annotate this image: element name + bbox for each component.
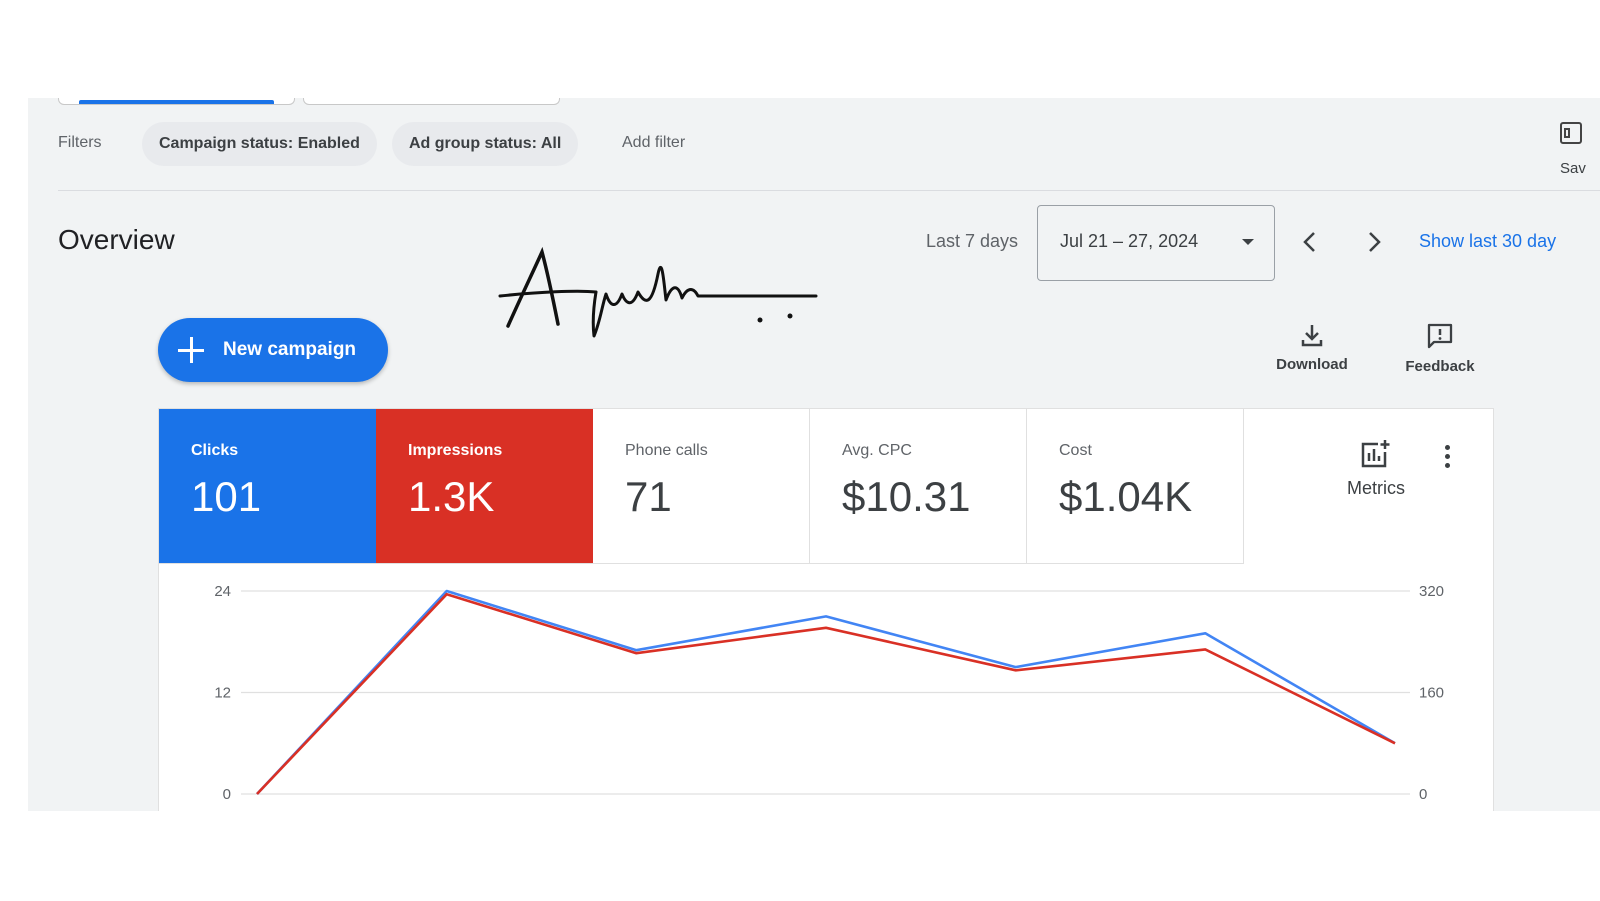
scorecard-value: $10.31 xyxy=(842,473,971,520)
scorecard-name: Clicks xyxy=(191,442,239,459)
series-line-clicks xyxy=(256,589,1396,795)
date-range-select[interactable]: Jul 21 – 27, 2024 xyxy=(1037,205,1275,281)
scorecard-value: 101 xyxy=(191,473,262,520)
handwritten-signature xyxy=(498,246,818,338)
scorecard-name: Impressions xyxy=(408,442,503,459)
filters-label: Filters xyxy=(58,134,102,151)
inactive-tab-stub[interactable] xyxy=(303,98,560,105)
scorecard-phone-calls[interactable]: Phone calls 71 xyxy=(593,409,810,564)
performance-line-chart: 24 12 0 320 160 0 xyxy=(214,583,1444,803)
scorecard-cost[interactable]: Cost $1.04K xyxy=(1027,409,1244,564)
ads-overview-page: Filters Campaign status: Enabled Ad grou… xyxy=(28,98,1600,811)
y-left-tick-label: 12 xyxy=(214,685,231,702)
scorecard-impressions[interactable]: Impressions 1.3K xyxy=(376,409,593,564)
page-title: Overview xyxy=(58,224,175,255)
more-options-icon[interactable] xyxy=(1443,445,1451,473)
dropdown-arrow-icon xyxy=(1242,239,1254,245)
scorecard-value: 71 xyxy=(625,473,672,520)
active-tab-stub[interactable] xyxy=(58,98,295,105)
date-range-value: Jul 21 – 27, 2024 xyxy=(1060,231,1199,251)
scorecard-name: Phone calls xyxy=(625,442,708,459)
y-left-tick-label: 24 xyxy=(214,583,231,600)
y-right-tick-label: 0 xyxy=(1419,786,1427,803)
y-right-tick-label: 160 xyxy=(1419,685,1444,702)
add-filter-button[interactable]: Add filter xyxy=(622,134,686,151)
feedback-label: Feedback xyxy=(1405,358,1475,375)
scorecard-avg-cpc[interactable]: Avg. CPC $10.31 xyxy=(810,409,1027,564)
divider xyxy=(58,190,1600,191)
show-last-30-days-link[interactable]: Show last 30 day xyxy=(1419,231,1557,251)
metrics-label: Metrics xyxy=(1347,478,1405,498)
chevron-left-icon[interactable] xyxy=(1296,228,1324,256)
performance-card: Clicks 101 Impressions 1.3K Phone calls … xyxy=(158,408,1494,811)
scorecard-value: 1.3K xyxy=(408,473,495,520)
download-label: Download xyxy=(1276,356,1348,373)
download-icon xyxy=(1301,325,1323,347)
series-line-impressions xyxy=(256,592,1396,795)
scorecard-value: $1.04K xyxy=(1059,473,1193,520)
save-label: Sav xyxy=(1560,160,1586,177)
date-range-label: Last 7 days xyxy=(926,231,1019,251)
new-campaign-button[interactable]: New campaign xyxy=(158,318,388,382)
plus-icon xyxy=(178,337,204,363)
campaign-status-filter-chip[interactable]: Campaign status: Enabled xyxy=(142,122,377,166)
new-campaign-label: New campaign xyxy=(223,339,357,360)
feedback-button[interactable]: Feedback xyxy=(1395,322,1485,375)
scorecard-name: Cost xyxy=(1059,442,1092,459)
scorecard-name: Avg. CPC xyxy=(842,442,912,459)
scorecard-clicks[interactable]: Clicks 101 xyxy=(159,409,376,564)
filters-bar: Filters Campaign status: Enabled Ad grou… xyxy=(58,122,1600,177)
y-left-tick-label: 0 xyxy=(223,786,231,803)
save-icon xyxy=(1560,122,1582,144)
add-chart-icon xyxy=(1361,440,1390,468)
download-button[interactable]: Download xyxy=(1267,322,1357,373)
save-button[interactable]: Sav xyxy=(1560,122,1600,192)
metrics-button[interactable]: Metrics xyxy=(1341,439,1411,499)
y-right-tick-label: 320 xyxy=(1419,583,1444,600)
chevron-right-icon[interactable] xyxy=(1360,228,1388,256)
feedback-icon xyxy=(1427,323,1453,349)
ad-group-status-filter-chip[interactable]: Ad group status: All xyxy=(392,122,579,166)
